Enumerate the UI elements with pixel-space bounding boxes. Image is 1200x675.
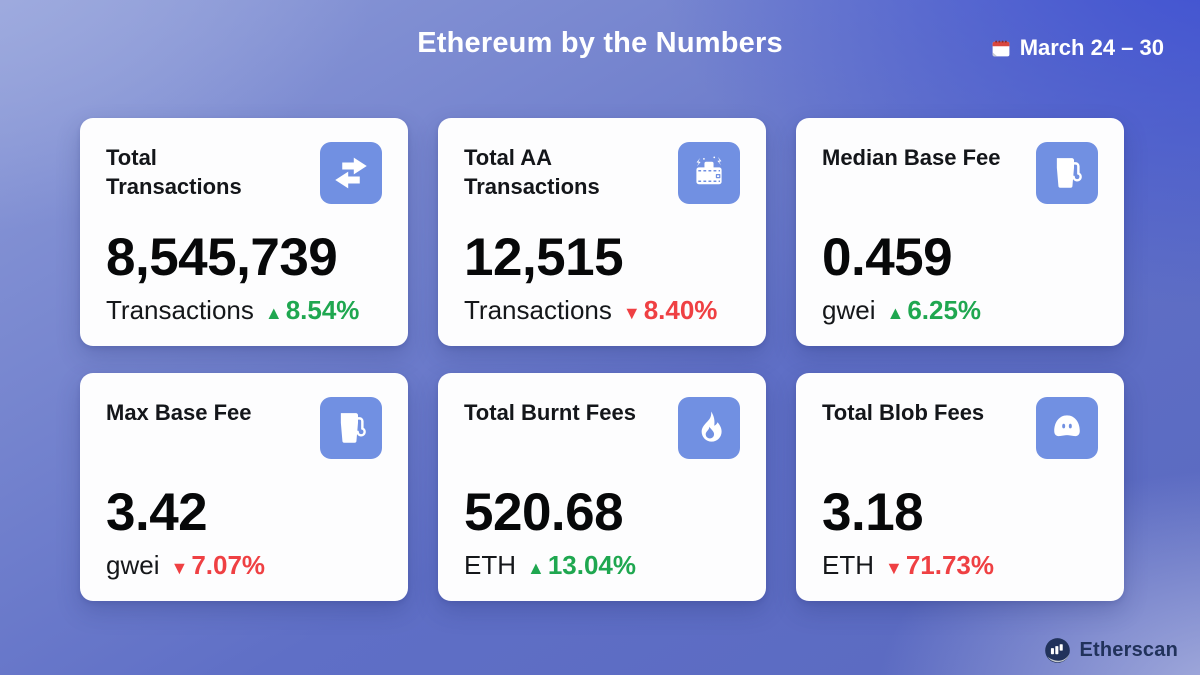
change-percent: 7.07% <box>191 550 266 580</box>
change-direction-icon: ▲ <box>886 303 905 323</box>
date-range: March 24 – 30 <box>990 35 1164 61</box>
card-unit: gwei <box>822 295 876 325</box>
card-unit: ETH <box>464 550 516 580</box>
card-icon-badge <box>320 142 382 204</box>
card-icon-badge <box>320 397 382 459</box>
blob-icon <box>1054 415 1080 437</box>
stat-card: Total Blob Fees 3.18 ETH ▼ 71.73% <box>796 373 1124 601</box>
card-value: 3.18 <box>822 483 924 542</box>
smart-wallet-icon <box>696 156 722 185</box>
gas-pump-icon <box>1056 158 1082 188</box>
stat-card: Max Base Fee 3.42 gwei ▼ 7.07% <box>80 373 408 601</box>
change-direction-icon: ▼ <box>622 303 641 323</box>
card-change: ▼ 8.40% <box>623 295 718 326</box>
transfer-arrows-icon <box>335 157 367 189</box>
card-unit: Transactions <box>106 295 254 325</box>
card-title: Total AA Transactions <box>464 145 600 200</box>
gas-pump-icon <box>340 413 366 443</box>
card-icon-badge <box>1036 397 1098 459</box>
card-title: Max Base Fee <box>106 400 252 425</box>
card-unit: gwei <box>106 550 160 580</box>
change-direction-icon: ▲ <box>527 558 545 578</box>
card-change: ▲ 13.04% <box>527 550 636 581</box>
stats-grid: Total Transactions 8,545,739 Transaction… <box>80 118 1124 601</box>
change-direction-icon: ▲ <box>264 303 283 323</box>
change-direction-icon: ▼ <box>885 558 903 578</box>
card-value: 0.459 <box>822 228 953 287</box>
card-icon-badge <box>678 397 740 459</box>
card-value: 12,515 <box>464 228 624 287</box>
card-value: 3.42 <box>106 483 208 542</box>
change-percent: 6.25% <box>907 295 982 325</box>
stat-card: Total Transactions 8,545,739 Transaction… <box>80 118 408 346</box>
change-percent: 71.73% <box>905 550 995 580</box>
card-change: ▲ 8.54% <box>265 295 360 326</box>
stat-card: Total AA Transactions 12,515 Transaction… <box>438 118 766 346</box>
page-title: Ethereum by the Numbers <box>417 27 783 59</box>
card-value: 8,545,739 <box>106 228 338 287</box>
card-change: ▲ 6.25% <box>886 295 981 326</box>
card-change: ▼ 7.07% <box>170 550 265 581</box>
card-icon-badge <box>678 142 740 204</box>
card-unit: ETH <box>822 550 874 580</box>
etherscan-logo-icon <box>1045 638 1071 663</box>
change-percent: 8.40% <box>643 295 718 325</box>
card-title: Total Blob Fees <box>822 400 985 425</box>
stat-card: Median Base Fee 0.459 gwei ▲ 6.25% <box>796 118 1124 346</box>
card-title: Total Transactions <box>106 145 242 200</box>
card-value: 520.68 <box>464 483 624 542</box>
stat-card: Total Burnt Fees 520.68 ETH ▲ 13.04% <box>438 373 766 601</box>
calendar-icon <box>992 40 1010 57</box>
card-icon-badge <box>1036 142 1098 204</box>
card-title: Total Burnt Fees <box>464 400 636 425</box>
card-title: Median Base Fee <box>822 145 1001 170</box>
card-change: ▼ 71.73% <box>885 550 994 581</box>
etherscan-logo: Etherscan <box>1044 637 1178 664</box>
etherscan-logo-text: Etherscan <box>1079 639 1178 661</box>
card-unit: Transactions <box>464 295 612 325</box>
date-range-label: March 24 – 30 <box>1019 35 1164 60</box>
change-direction-icon: ▼ <box>170 558 189 578</box>
flame-icon <box>701 411 722 442</box>
change-percent: 13.04% <box>547 550 637 580</box>
change-percent: 8.54% <box>285 295 360 325</box>
